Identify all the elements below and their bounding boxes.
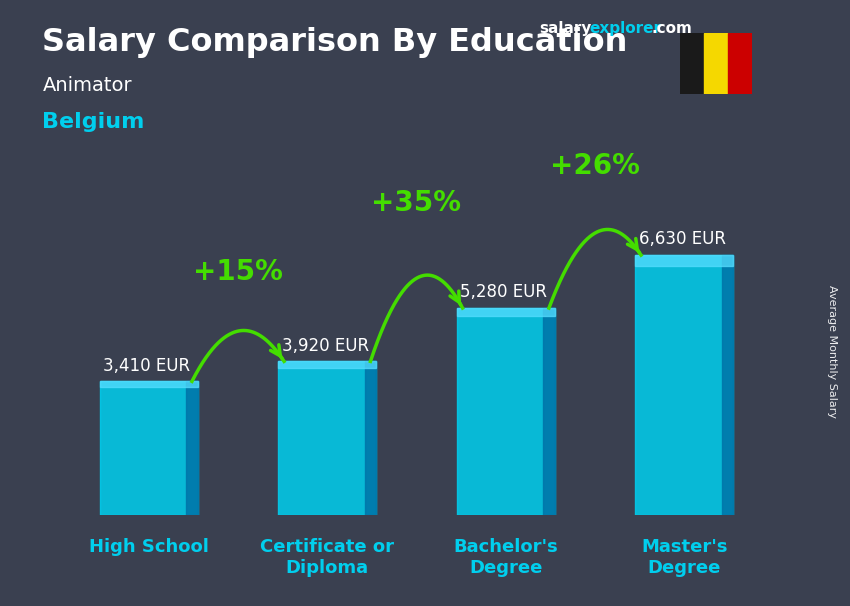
Text: Master's
Degree: Master's Degree <box>641 539 728 578</box>
Bar <box>456 308 555 316</box>
Text: Average Monthly Salary: Average Monthly Salary <box>827 285 837 418</box>
Text: High School: High School <box>88 539 209 556</box>
Text: Certificate or
Diploma: Certificate or Diploma <box>260 539 394 578</box>
Text: Animator: Animator <box>42 76 132 95</box>
Text: 3,410 EUR: 3,410 EUR <box>103 357 190 375</box>
Bar <box>278 361 377 515</box>
Bar <box>99 381 198 515</box>
Bar <box>635 255 734 265</box>
Bar <box>456 308 555 515</box>
Bar <box>728 33 752 94</box>
Bar <box>722 255 734 515</box>
Bar <box>278 361 377 367</box>
Text: 5,280 EUR: 5,280 EUR <box>460 284 547 301</box>
Bar <box>543 308 555 515</box>
Text: 6,630 EUR: 6,630 EUR <box>638 230 726 248</box>
Bar <box>365 361 377 515</box>
Text: +35%: +35% <box>371 189 462 217</box>
Text: Belgium: Belgium <box>42 112 144 132</box>
Bar <box>186 381 198 515</box>
Text: Bachelor's
Degree: Bachelor's Degree <box>453 539 558 578</box>
Text: salary: salary <box>540 21 592 36</box>
Text: Salary Comparison By Education: Salary Comparison By Education <box>42 27 628 58</box>
Bar <box>635 255 734 515</box>
Bar <box>99 381 198 387</box>
Bar <box>704 33 728 94</box>
Text: .com: .com <box>651 21 692 36</box>
Text: +15%: +15% <box>193 258 283 286</box>
Bar <box>680 33 704 94</box>
Text: explorer: explorer <box>589 21 661 36</box>
Text: 3,920 EUR: 3,920 EUR <box>281 337 369 355</box>
Text: +26%: +26% <box>550 152 640 180</box>
